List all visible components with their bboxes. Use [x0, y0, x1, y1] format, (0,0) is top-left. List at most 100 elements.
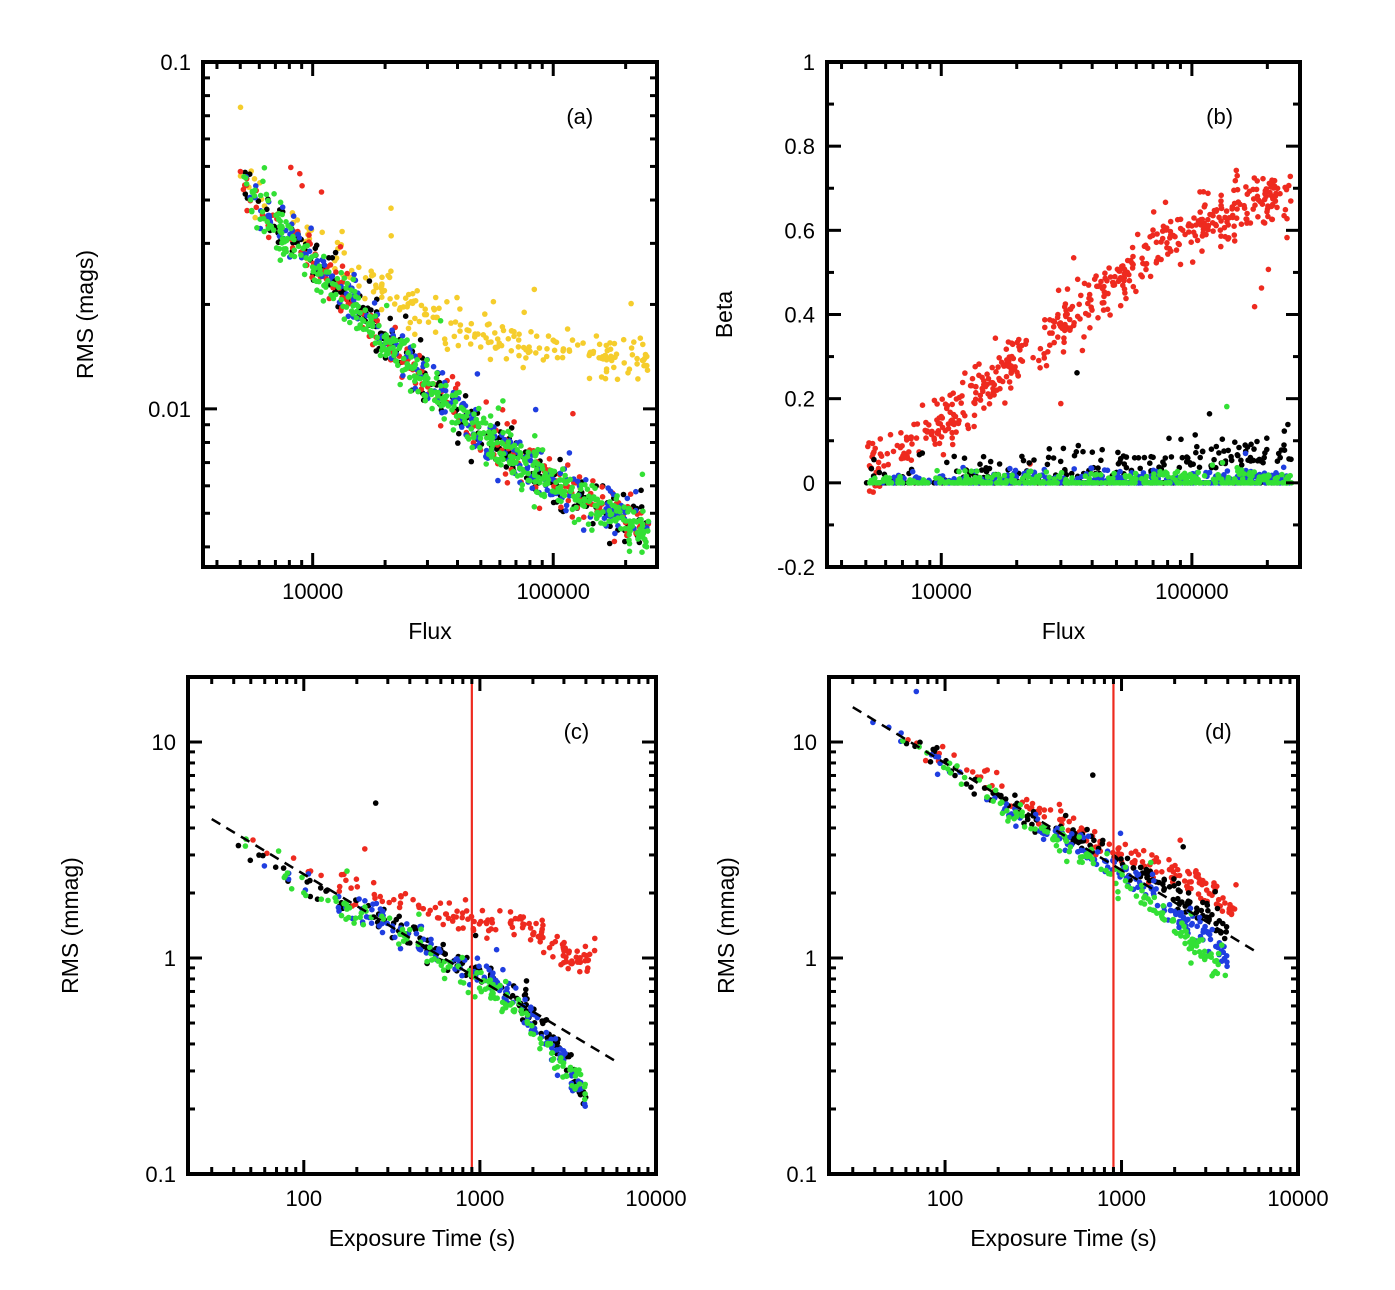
- x-axis-title: Exposure Time (s): [329, 1225, 516, 1251]
- data-point-green: [639, 532, 646, 539]
- data-point-yellow: [421, 311, 428, 318]
- data-point-green: [291, 247, 298, 253]
- data-point-green: [1161, 917, 1168, 923]
- data-point-red: [1006, 379, 1013, 385]
- data-point-green: [427, 944, 433, 951]
- data-point-green: [885, 480, 891, 486]
- data-point-red: [1037, 345, 1044, 352]
- data-point-yellow: [448, 320, 454, 326]
- data-point-green: [1199, 952, 1206, 959]
- data-point-red: [1047, 807, 1054, 813]
- data-point-yellow: [379, 274, 385, 281]
- data-point-red: [968, 382, 975, 389]
- data-point-green: [325, 277, 331, 284]
- data-point-green: [948, 480, 955, 486]
- data-point-green: [487, 413, 494, 419]
- data-point-green: [472, 994, 478, 1000]
- data-point-red: [288, 164, 294, 171]
- data-point-blue: [476, 963, 482, 970]
- data-point-green: [429, 957, 435, 963]
- data-point-red: [947, 409, 953, 416]
- data-point-black: [1170, 896, 1177, 903]
- data-point-green: [400, 355, 407, 362]
- data-point-black: [1193, 449, 1199, 456]
- data-point-red: [1101, 289, 1108, 295]
- data-point-green: [528, 1030, 534, 1037]
- data-point-green: [506, 458, 513, 465]
- data-point-red: [1019, 358, 1026, 365]
- data-point-green: [614, 493, 620, 499]
- data-point-red: [449, 373, 456, 380]
- data-point-blue: [380, 908, 386, 915]
- data-point-red: [1231, 238, 1238, 244]
- data-point-green: [555, 488, 561, 495]
- y-tick-label: 0.01: [148, 397, 191, 422]
- data-point-green: [1082, 473, 1089, 479]
- data-point-green: [1046, 474, 1053, 481]
- data-point-red: [240, 186, 247, 193]
- data-point-green: [477, 435, 484, 442]
- data-point-green: [414, 356, 421, 363]
- data-point-green: [1053, 842, 1060, 849]
- plot-frame: [186, 675, 658, 1176]
- data-point-green: [636, 517, 643, 524]
- x-tick-label: 100: [927, 1186, 964, 1211]
- data-point-black: [1115, 449, 1121, 456]
- data-point-green: [999, 799, 1005, 805]
- data-point-yellow: [444, 299, 450, 305]
- data-point-black: [1166, 884, 1173, 890]
- data-point-red: [951, 420, 958, 426]
- data-point-yellow: [629, 352, 636, 358]
- data-point-red: [1063, 307, 1069, 314]
- data-point-green: [484, 435, 490, 441]
- data-point-green: [338, 296, 345, 303]
- data-point-red: [336, 883, 343, 890]
- data-point-yellow: [569, 337, 576, 343]
- data-point-red: [1244, 210, 1250, 217]
- data-point-black: [622, 538, 628, 545]
- data-point-green: [1265, 480, 1272, 486]
- data-point-red: [1140, 847, 1147, 854]
- data-point-green: [984, 474, 991, 480]
- data-point-blue: [1194, 923, 1200, 930]
- data-point-yellow: [394, 294, 400, 300]
- data-point-red: [923, 435, 929, 441]
- data-point-black: [456, 430, 462, 437]
- data-point-green: [365, 320, 372, 327]
- data-point-red: [570, 410, 576, 417]
- data-point-black: [1254, 458, 1261, 464]
- data-point-yellow: [388, 268, 394, 275]
- data-point-red: [1201, 223, 1207, 229]
- data-point-blue: [1188, 922, 1195, 928]
- data-point-green: [589, 527, 595, 533]
- data-point-red: [599, 484, 605, 490]
- data-point-blue: [428, 936, 434, 943]
- data-point-black: [402, 313, 409, 320]
- data-point-red: [1193, 868, 1199, 874]
- data-point-yellow: [494, 344, 501, 350]
- data-point-yellow: [516, 352, 522, 359]
- data-point-black: [963, 781, 970, 787]
- data-point-green: [920, 479, 927, 486]
- data-point-red: [546, 944, 553, 951]
- data-point-green: [309, 264, 316, 270]
- y-tick-label: 0.6: [784, 218, 815, 243]
- data-point-blue: [612, 530, 618, 537]
- data-point-blue: [543, 1029, 550, 1036]
- data-point-red: [1126, 271, 1132, 278]
- data-point-green: [376, 340, 383, 346]
- data-point-green: [560, 1060, 567, 1066]
- data-point-green: [549, 1050, 556, 1056]
- panel-b: 10000 100000 -0.2 0 0.2 0.4 0.6 0.8 1 Flux Beta (b): [711, 50, 1302, 644]
- data-point-red: [976, 372, 982, 379]
- data-point-black: [1196, 464, 1203, 471]
- data-point-black: [568, 1052, 574, 1058]
- data-point-green: [539, 466, 546, 472]
- data-point-green: [358, 910, 365, 916]
- data-point-red: [1065, 827, 1072, 834]
- data-point-green: [1063, 476, 1069, 483]
- data-point-red: [483, 920, 490, 927]
- data-point-red: [386, 899, 393, 906]
- data-point-red: [971, 423, 977, 430]
- data-point-blue: [1153, 886, 1159, 892]
